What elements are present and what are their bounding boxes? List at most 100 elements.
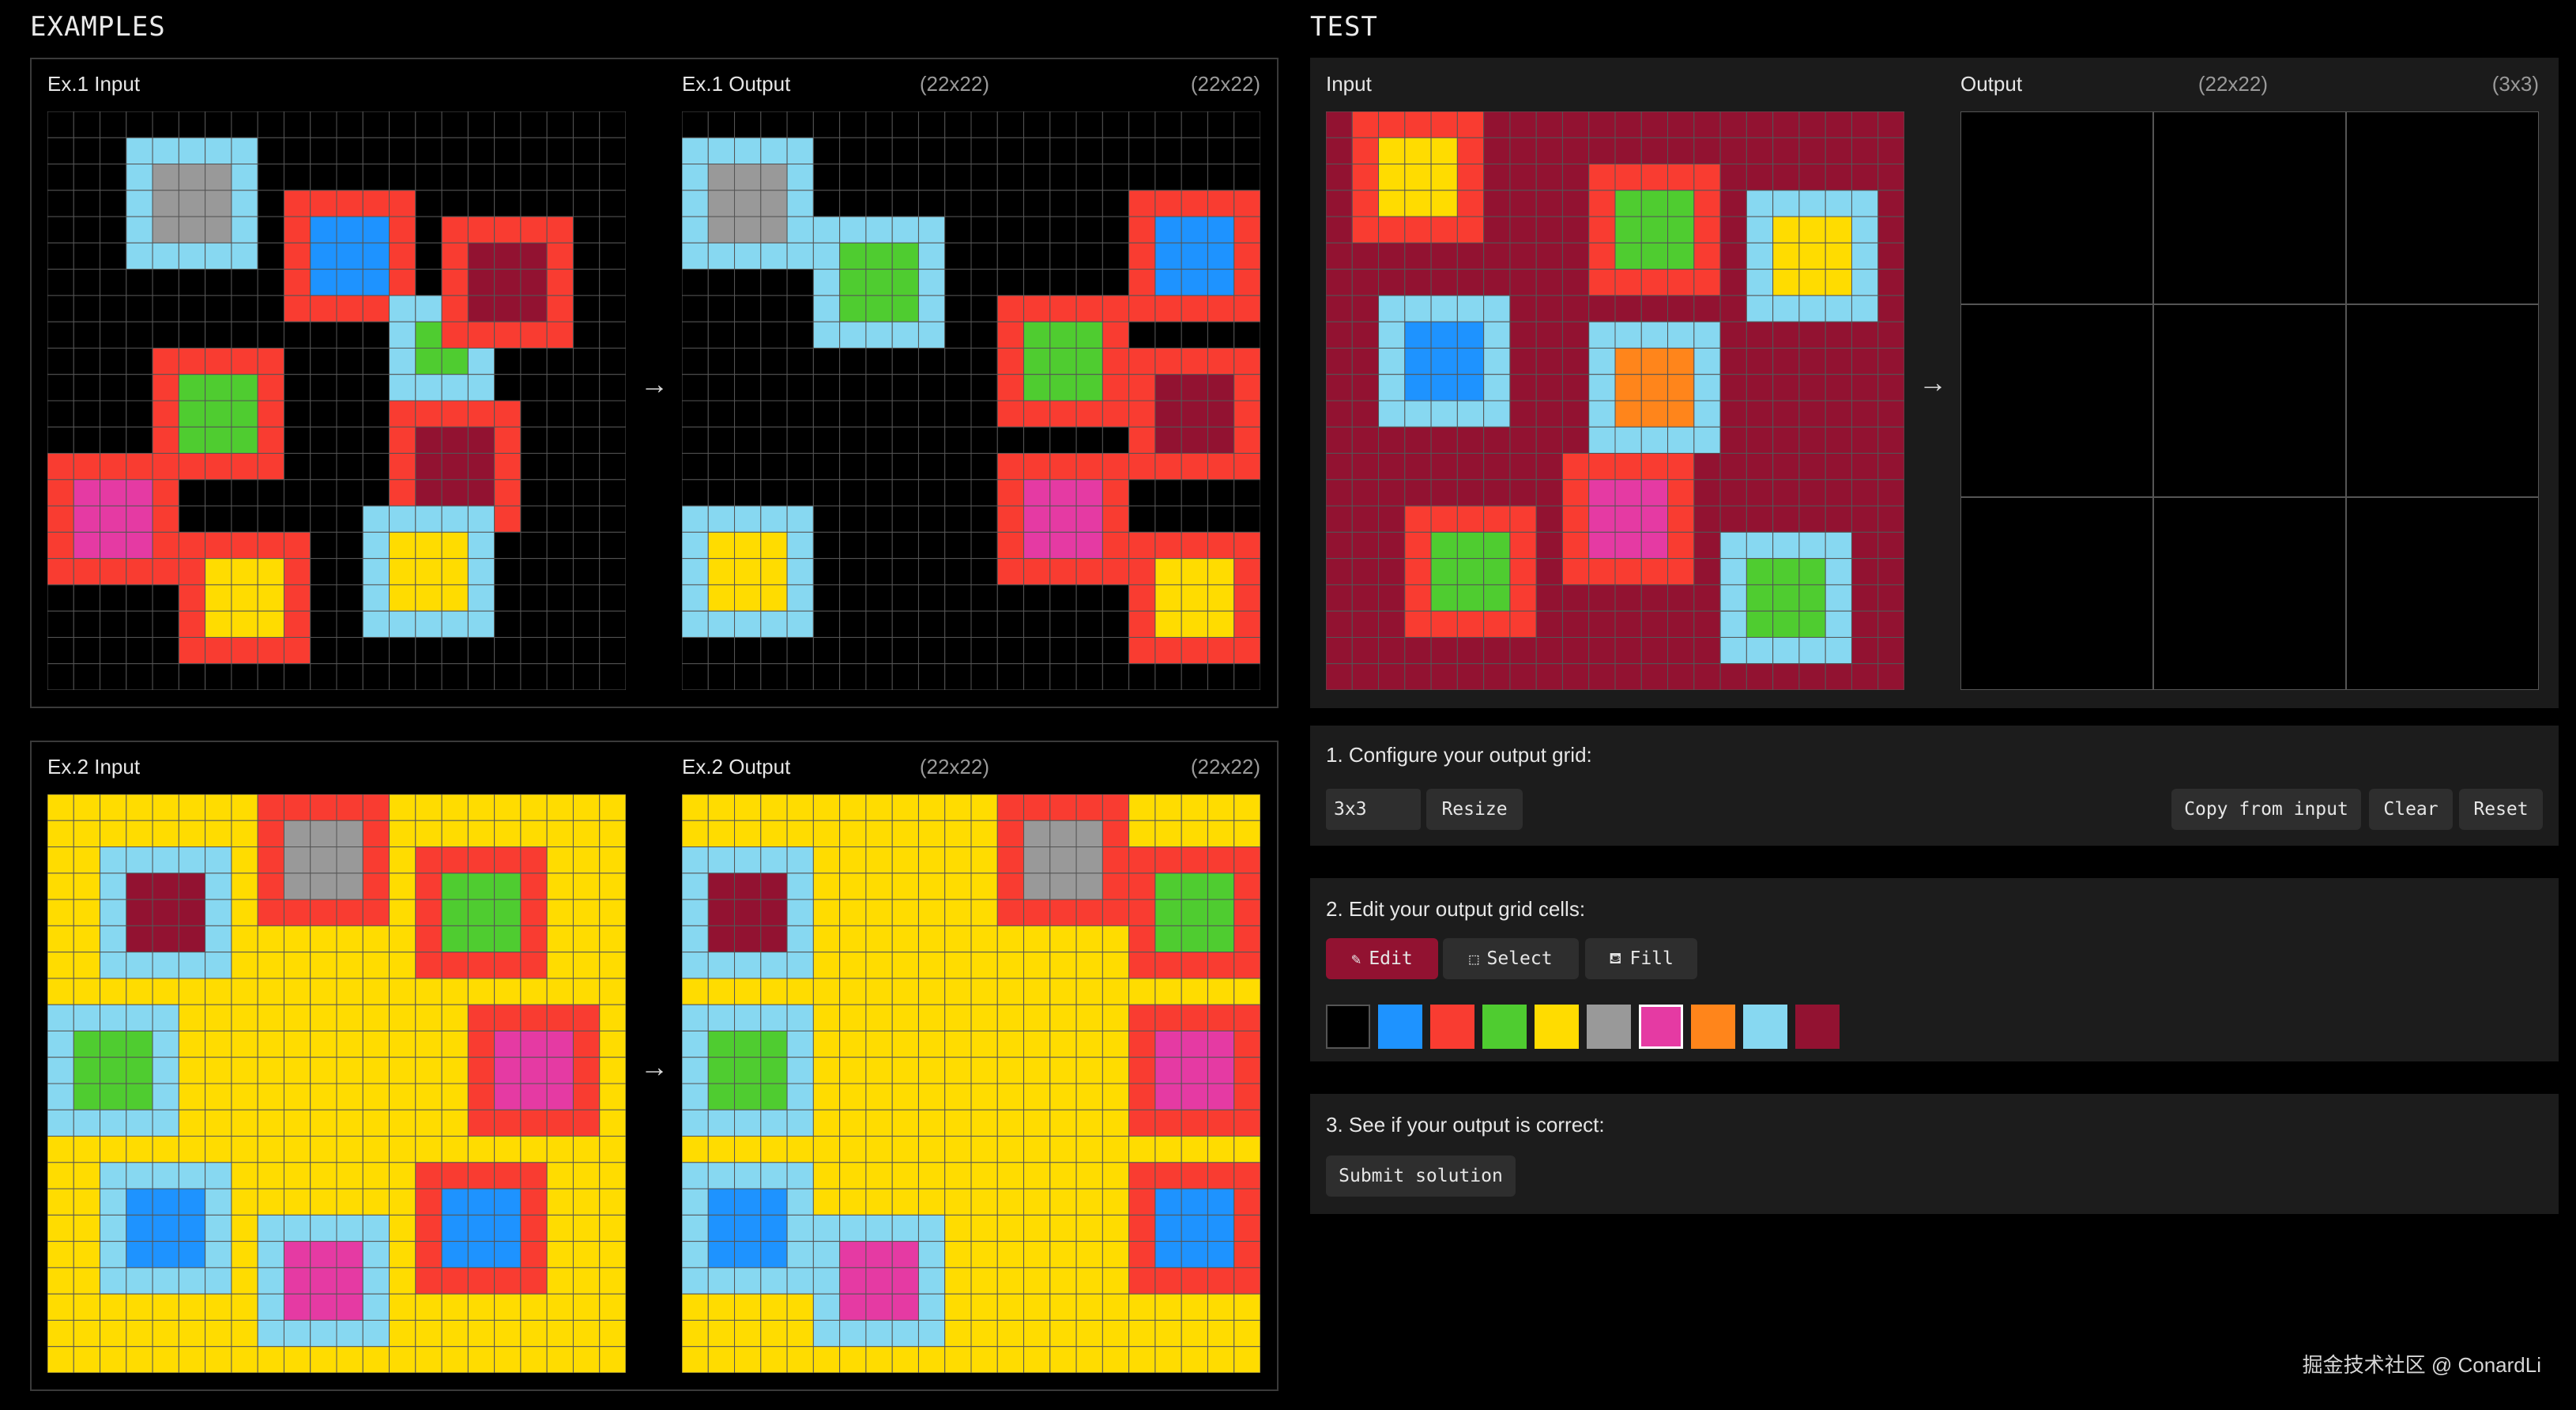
grid-cell (1667, 242, 1695, 270)
grid-cell (520, 479, 548, 507)
grid-cell (1128, 453, 1156, 481)
grid-cell (441, 558, 469, 586)
grid-cell (1128, 426, 1156, 454)
grid-cell (839, 137, 867, 165)
grid-cell (152, 978, 179, 1005)
grid-cell[interactable] (1960, 111, 2154, 305)
grid-cell (1693, 531, 1721, 560)
grid-cell (283, 164, 311, 191)
edit-tool-button[interactable]: ✎ Edit (1326, 938, 1438, 979)
grid-cell (1233, 505, 1260, 533)
grid-cell (310, 1241, 337, 1269)
reset-button[interactable]: Reset (2459, 789, 2543, 830)
color-swatch[interactable] (1743, 1005, 1787, 1049)
grid-cell (441, 873, 469, 900)
grid-cell (362, 1004, 390, 1031)
grid-cell (1351, 636, 1380, 665)
grid-cell (1509, 137, 1537, 165)
grid-cell (839, 1136, 867, 1163)
color-swatch[interactable] (1326, 1005, 1370, 1049)
grid-cell (734, 1346, 762, 1373)
color-swatch[interactable] (1639, 1005, 1683, 1049)
grid-cell (494, 426, 522, 454)
grid-cell (996, 1293, 1025, 1321)
grid-cell (734, 1241, 762, 1269)
resize-button[interactable]: Resize (1426, 789, 1523, 830)
grid-cell (970, 269, 998, 296)
grid-cell (283, 794, 311, 821)
color-swatch[interactable] (1691, 1005, 1735, 1049)
grid-cell (389, 978, 416, 1005)
color-swatch[interactable] (1587, 1005, 1631, 1049)
grid-cell (362, 426, 390, 454)
color-swatch[interactable] (1430, 1005, 1474, 1049)
color-swatch[interactable] (1378, 1005, 1422, 1049)
grid-cell (1404, 400, 1432, 428)
grid-cell (1851, 558, 1879, 586)
grid-cell (812, 873, 841, 900)
copy-from-input-button[interactable]: Copy from input (2171, 789, 2361, 830)
grid-cell (205, 1109, 232, 1137)
color-swatch[interactable] (1535, 1005, 1579, 1049)
grid-cell (1154, 242, 1182, 270)
grid-cell[interactable] (1960, 303, 2154, 498)
grid-cell (1640, 636, 1669, 665)
grid-cell[interactable] (2152, 496, 2347, 690)
grid-cell (786, 925, 814, 953)
grid-cell (389, 1241, 416, 1269)
grid-cell (415, 1057, 443, 1084)
grid-cell[interactable] (2345, 303, 2539, 498)
grid-cell (257, 1241, 284, 1269)
grid-cell (1233, 899, 1260, 926)
clear-button[interactable]: Clear (2369, 789, 2453, 830)
grid-cell (1719, 347, 1747, 375)
grid-cell (970, 610, 998, 638)
select-tool-button[interactable]: ⬚ Select (1443, 938, 1579, 979)
grid-cell (1233, 1241, 1260, 1269)
grid-cell (1588, 190, 1616, 217)
grid-cell (494, 663, 522, 690)
grid-cell (389, 584, 416, 612)
grid-cell (178, 137, 206, 165)
grid-cell (1588, 505, 1616, 533)
grid-cell (441, 1057, 469, 1084)
grid-cell[interactable] (2345, 496, 2539, 690)
grid-cell (760, 295, 788, 322)
grid-cell[interactable] (2152, 111, 2347, 305)
grid-cell (970, 426, 998, 454)
edit-cells-card: 2. Edit your output grid cells: ✎ Edit ⬚… (1310, 878, 2559, 1061)
grid-cell (47, 1214, 74, 1242)
grid-cell[interactable] (1960, 496, 2154, 690)
grid-cell (1430, 269, 1458, 296)
grid-cell (336, 794, 363, 821)
grid-cell (441, 321, 469, 349)
grid-cell[interactable] (2345, 111, 2539, 305)
grid-cell (839, 873, 867, 900)
test-output-grid[interactable] (1960, 111, 2539, 690)
grid-cell (441, 846, 469, 874)
grid-cell (970, 1057, 998, 1084)
color-swatch[interactable] (1482, 1005, 1527, 1049)
grid-cell (100, 1241, 127, 1269)
grid-cell (1535, 636, 1563, 665)
grid-cell (1154, 1057, 1182, 1084)
grid-cell (100, 899, 127, 926)
fill-tool-button[interactable]: ⛾ Fill (1585, 938, 1697, 979)
color-swatch[interactable] (1795, 1005, 1840, 1049)
grid-cell (1075, 636, 1103, 665)
grid-cell (1430, 584, 1458, 612)
grid-cell (1851, 242, 1879, 270)
grid-cell (970, 636, 998, 665)
grid-cell (760, 190, 788, 217)
grid-cell (1667, 321, 1695, 349)
grid-cell (100, 925, 127, 953)
grid-cell (944, 400, 972, 428)
grid-cell (1719, 531, 1747, 560)
grid-cell (494, 636, 522, 665)
grid-size-input[interactable] (1326, 789, 1421, 830)
submit-solution-button[interactable]: Submit solution (1326, 1156, 1516, 1197)
grid-cell (839, 1109, 867, 1137)
grid-cell (546, 1109, 574, 1137)
grid-cell (205, 1241, 232, 1269)
grid-cell[interactable] (2152, 303, 2347, 498)
